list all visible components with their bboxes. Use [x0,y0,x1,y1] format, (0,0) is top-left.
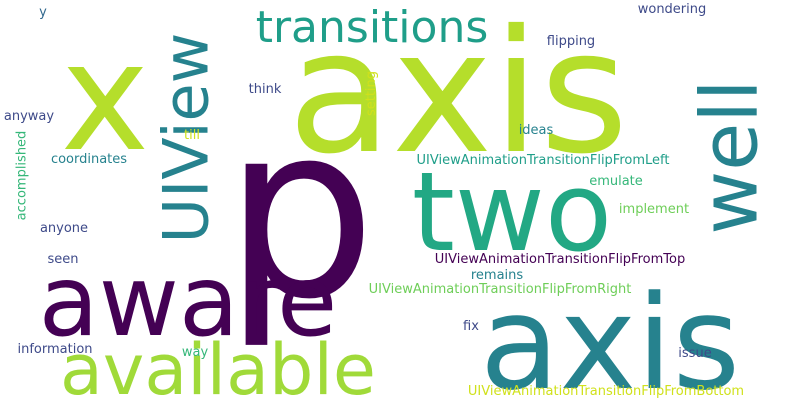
word-till: till [184,127,200,143]
word-anyway: anyway [3,108,55,124]
word-issue: issue [678,345,712,361]
word-aware: aware [38,245,338,359]
word-ideas: ideas [518,122,554,138]
word-remains: remains [470,267,524,283]
word-information: information [17,341,93,357]
word-implement: implement [618,201,690,217]
word-two: two [411,148,613,276]
word-fix: fix [463,318,479,334]
word-emulate: emulate [589,173,643,189]
word-setting: setting [364,70,380,116]
word-x: x [60,11,150,185]
word-y: y [39,4,47,20]
word-axis-bottom: axis [479,267,741,400]
word-accomplished: accomplished [14,130,30,220]
word-seen: seen [47,251,79,267]
word-p: p [223,72,377,352]
word-wondering: wondering [637,1,707,17]
word-flip-from-left: UIViewAnimationTransitionFlipFromLeft [416,152,670,168]
word-think: think [248,81,282,97]
word-way: way [181,344,209,360]
word-well: well [686,79,776,235]
word-flipping: flipping [546,33,596,49]
word-coordinates: coordinates [50,151,128,167]
word-transitions: transitions [255,2,489,53]
word-flip-from-right: UIViewAnimationTransitionFlipFromRight [368,281,632,297]
word-anyone: anyone [39,220,89,236]
word-flip-from-top: UIViewAnimationTransitionFlipFromTop [434,251,686,267]
word-flip-from-bottom: UIViewAnimationTransitionFlipFromBottom [467,383,745,399]
word-available: available [60,329,376,400]
word-axis-top: axis [287,0,629,192]
